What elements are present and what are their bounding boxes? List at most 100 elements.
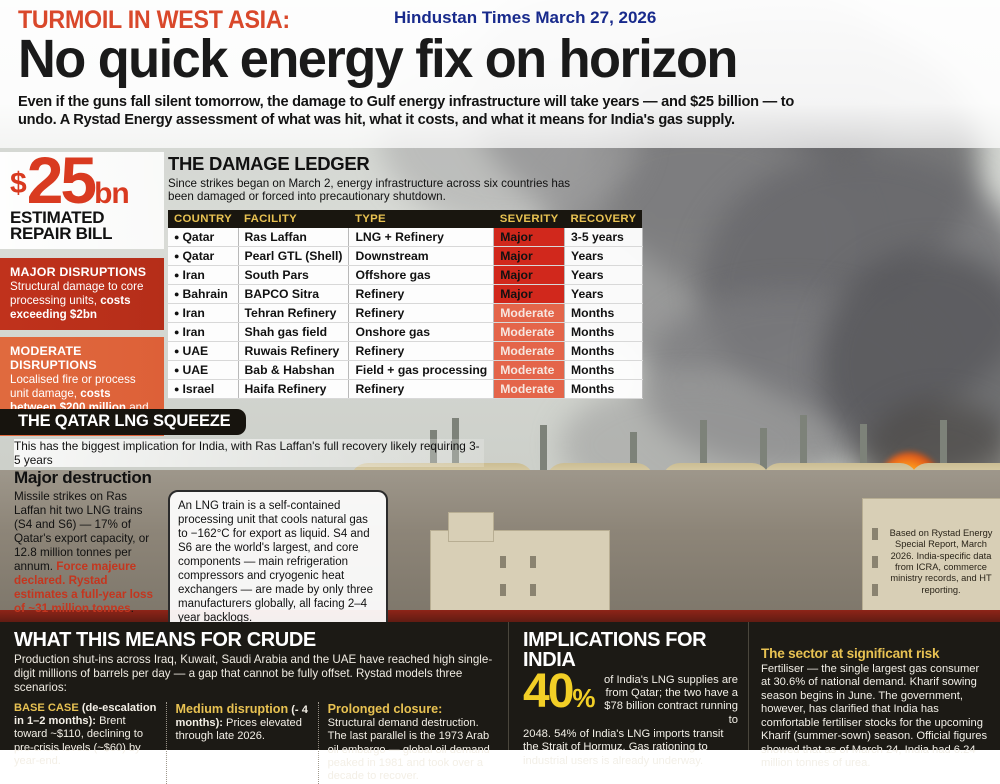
repair-bill-amount: $25bn [10,147,158,213]
window [872,556,878,568]
damage-ledger-title: THE DAMAGE LEDGER [168,153,370,174]
source-credit: Based on Rystad Energy Special Report, M… [889,528,993,595]
qatar-squeeze-title: THE QATAR LNG SQUEEZE [0,409,247,435]
window [500,584,506,596]
cell-recovery: Years [564,246,643,266]
cell-recovery: Months [564,322,643,342]
table-col-type: TYPE [348,209,494,228]
status-badge: Major [493,284,565,304]
cell-type: Refinery [348,379,495,399]
page-header: TURMOIL IN WEST ASIA: Hindustan Times Ma… [0,0,1000,148]
bullet-icon: ● [174,231,180,242]
cell-type: Refinery [348,284,495,304]
scenario-2: Medium disruption (- 4 months): Prices e… [165,701,318,784]
window [530,584,536,596]
repair-bill-label: ESTIMATED REPAIR BILL [10,207,113,244]
bullet-icon: ● [174,307,180,318]
cell-facility: Pearl GTL (Shell) [238,246,350,266]
cell-recovery: Months [564,303,643,323]
cell-facility: Bab & Habshan [238,360,350,380]
moderate-disruptions-title: MODERATE DISRUPTIONS [10,343,97,372]
status-badge: Major [493,265,565,285]
cell-type: Onshore gas [348,322,495,342]
cell-type: Downstream [348,246,495,266]
cell-recovery: Months [564,379,643,399]
scenario-lead: BASE CASE [14,701,79,714]
amount-number: 25 [26,143,97,217]
scenario-lead: Medium disruption [175,701,289,716]
refinery-stack [540,425,547,480]
major-disruptions-title: MAJOR DISRUPTIONS [10,265,147,280]
cell-recovery: Years [564,265,643,285]
cell-country: ● UAE [168,360,239,380]
window [500,556,506,568]
india-pct-value: 40% [523,668,596,727]
qatar-lng-squeeze-section: THE QATAR LNG SQUEEZE This has the bigge… [0,409,600,635]
fertiliser-body: Fertiliser — the single largest gas cons… [761,663,988,770]
crude-title: WHAT THIS MEANS FOR CRUDE [14,629,316,651]
table-header-row: COUNTRY FACILITY TYPE SEVERITY RECOVERY [168,209,643,228]
cell-recovery: Months [564,341,643,361]
footer-panels: WHAT THIS MEANS FOR CRUDE Production shu… [0,622,1000,784]
table-col-country: COUNTRY [168,209,238,228]
cell-facility: Haifa Refinery [238,379,350,399]
bullet-icon: ● [174,288,180,299]
refinery-stack [860,424,867,480]
cell-country: ● UAE [168,341,239,361]
destruction-highlight: Force majeure declared. Rystad estimates… [14,560,154,616]
window [530,556,536,568]
plant-building [862,498,1000,612]
refinery-stack [940,420,947,480]
cell-country: ● Iran [168,265,239,285]
cell-type: LNG + Refinery [348,227,495,247]
mod-body-plain: Localised fire or process unit damage, [10,372,136,400]
status-badge: Major [493,246,565,266]
india-pct-row: 40% of India's LNG supplies are from Qat… [523,668,738,727]
refinery-stack [700,420,707,480]
repair-bill-panel: $25bn ESTIMATED REPAIR BILL MAJOR DISRUP… [0,147,164,437]
fertiliser-title: The sector at significant risk [761,646,940,661]
scenario-3: Prolonged closure: Structural demand des… [317,701,498,784]
refinery-stack [630,432,637,480]
cell-facility: South Pars [238,265,350,285]
amount-unit: bn [94,177,130,210]
cell-facility: Shah gas field [238,322,350,342]
cell-facility: Ruwais Refinery [238,341,350,361]
pct-number: 40 [523,665,574,718]
refinery-stack [800,415,807,480]
major-disruptions-body: Structural damage to core processing uni… [10,280,155,322]
table-row: ● Iran South Pars Offshore gas Major Years [168,265,643,285]
india-pct-rest: 2048. 54% of India's LNG imports transit… [523,727,724,767]
cell-type: Field + gas processing [348,360,495,380]
crude-scenarios: BASE CASE (de-escalation in 1–2 months):… [14,701,498,784]
major-destruction-subhead: Major destruction [14,468,152,487]
status-badge: Moderate [493,341,565,361]
india-title: IMPLICATIONS FOR INDIA [523,629,707,671]
cell-country: ● Qatar [168,246,239,266]
bullet-icon: ● [174,345,180,356]
refinery-stack [760,428,767,480]
standfirst: Even if the guns fall silent tomorrow, t… [18,93,795,129]
table-row: ● Qatar Pearl GTL (Shell) Downstream Major Ye… [168,246,643,266]
table-col-severity: SEVERITY [493,209,565,228]
cell-country: ● Bahrain [168,284,239,304]
status-badge: Moderate [493,379,565,399]
cell-type: Refinery [348,341,495,361]
scenario-lead: Prolonged closure: [327,701,443,716]
status-badge: Moderate [493,303,565,323]
window [872,528,878,540]
crude-panel: WHAT THIS MEANS FOR CRUDE Production shu… [0,622,508,784]
damage-ledger-section: THE DAMAGE LEDGER Since strikes began on… [168,153,643,399]
qatar-squeeze-columns: Missile strikes on Ras Laffan hit two LN… [14,490,600,635]
scenario-lead-rest: (- 4 months): [175,703,308,730]
bullet-icon: ● [174,250,180,261]
india-panel: IMPLICATIONS FOR INDIA 40% of India's LN… [508,622,748,767]
crude-subtitle: Production shut-ins across Iraq, Kuwait,… [14,653,493,694]
status-badge: Major [493,227,565,247]
plant-building [430,530,610,612]
table-row: ● Israel Haifa Refinery Refinery Moderate Mon… [168,379,643,399]
destruction-plain: Missile strikes on Ras Laffan hit two LN… [14,490,150,574]
kicker-text: TURMOIL IN WEST ASIA: [18,6,290,34]
major-body-plain: Structural damage to core processing uni… [10,280,144,308]
cell-facility: BAPCO Sitra [238,284,350,304]
